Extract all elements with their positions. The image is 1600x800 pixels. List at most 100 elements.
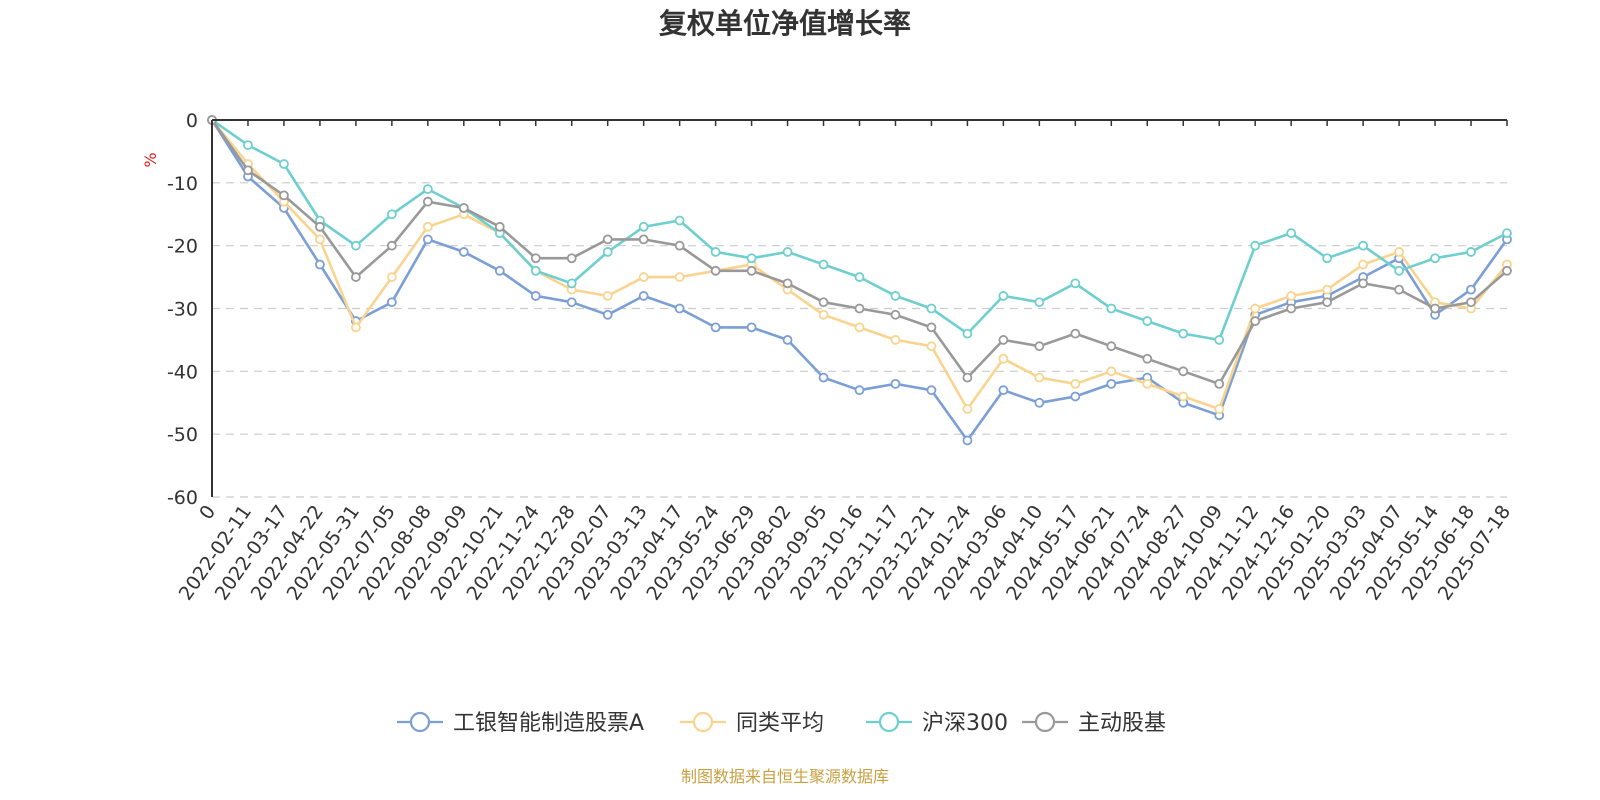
data-point-3-31	[1322, 297, 1333, 308]
data-point-2-36	[1502, 228, 1512, 239]
data-point-0-3	[315, 259, 325, 270]
data-point-2-15	[746, 253, 757, 264]
data-point-0-12	[638, 291, 649, 301]
data-point-2-22	[998, 291, 1009, 301]
data-point-1-29	[1250, 303, 1261, 314]
data-point-0-10	[566, 297, 577, 308]
y-tick-label-6: -60	[167, 487, 198, 509]
series-3	[207, 115, 1512, 389]
data-point-0-13	[674, 303, 685, 314]
data-point-1-4	[350, 322, 361, 333]
data-point-3-1	[243, 165, 253, 176]
data-point-0-22	[998, 385, 1009, 396]
data-point-0-5	[386, 297, 397, 308]
series-2	[207, 115, 1512, 345]
data-point-0-24	[1070, 391, 1081, 402]
data-point-3-17	[818, 297, 829, 308]
series-line-3	[210, 119, 1508, 386]
axes	[211, 119, 1507, 497]
data-point-0-23	[1034, 397, 1045, 408]
data-point-2-11	[602, 247, 613, 257]
data-point-3-13	[674, 240, 685, 251]
data-point-3-2	[279, 190, 289, 201]
data-point-0-21	[962, 435, 973, 446]
data-point-3-9	[530, 253, 541, 264]
data-point-0-11	[602, 309, 613, 320]
data-point-3-19	[890, 309, 901, 320]
data-point-0-19	[890, 378, 901, 389]
data-point-2-32	[1358, 240, 1369, 251]
data-point-3-30	[1286, 303, 1297, 314]
y-axis-ticks: 0 -10 -20 -30 -40 -50 -60	[167, 110, 198, 509]
series-1	[207, 115, 1512, 414]
data-point-0-15	[746, 322, 757, 333]
data-point-1-3	[315, 234, 325, 245]
data-point-2-10	[566, 278, 577, 289]
data-point-2-14	[710, 247, 721, 257]
data-point-3-29	[1250, 316, 1261, 326]
data-point-0-6	[422, 234, 433, 245]
legend-marker-2	[878, 711, 900, 733]
data-point-2-19	[890, 291, 901, 301]
data-point-1-26	[1142, 378, 1153, 389]
data-point-0-25	[1106, 378, 1117, 389]
data-point-3-4	[350, 272, 361, 282]
data-point-2-5	[386, 209, 397, 220]
data-point-2-18	[854, 272, 865, 282]
series-line-1	[210, 119, 1509, 411]
data-point-2-29	[1250, 240, 1261, 251]
data-point-1-22	[998, 353, 1009, 364]
data-point-1-27	[1178, 391, 1189, 402]
data-point-1-17	[818, 309, 829, 320]
data-point-0-14	[710, 322, 721, 333]
data-point-0-7	[458, 247, 469, 257]
legend-marker-0	[409, 711, 431, 733]
data-point-1-25	[1106, 366, 1117, 377]
data-point-1-24	[1070, 378, 1081, 389]
legend-item-1[interactable]: 同类平均	[680, 711, 824, 736]
data-point-3-32	[1358, 278, 1369, 289]
series-lines	[207, 115, 1512, 446]
data-point-0-16	[782, 335, 793, 345]
data-point-3-15	[746, 265, 757, 276]
data-point-1-30	[1286, 291, 1297, 301]
y-tick-label-1: -10	[167, 173, 198, 195]
data-point-0-35	[1466, 284, 1476, 295]
data-point-0-9	[530, 291, 541, 301]
data-point-2-17	[818, 259, 829, 270]
data-point-0-8	[494, 265, 505, 276]
data-point-1-32	[1358, 259, 1369, 270]
data-point-2-30	[1286, 228, 1297, 239]
data-point-3-22	[998, 335, 1009, 345]
legend-item-3[interactable]: 主动股基	[1022, 711, 1166, 736]
data-point-3-26	[1142, 353, 1153, 364]
data-point-2-33	[1394, 265, 1404, 276]
data-point-2-35	[1466, 247, 1476, 257]
data-point-0-17	[818, 372, 829, 383]
y-tick-label-4: -40	[167, 361, 198, 383]
data-point-2-28	[1214, 335, 1225, 345]
data-point-3-28	[1214, 378, 1225, 389]
data-point-2-31	[1322, 253, 1333, 264]
data-point-2-12	[638, 221, 649, 232]
legend-item-2[interactable]: 沪深300	[866, 711, 1008, 736]
legend[interactable]: 工银智能制造股票A 同类平均 沪深300 主动股基	[397, 711, 1166, 736]
data-point-2-6	[422, 184, 433, 195]
data-point-2-9	[530, 265, 541, 276]
data-point-3-18	[854, 303, 865, 314]
y-tick-label-3: -30	[167, 299, 198, 321]
data-point-3-34	[1430, 303, 1440, 314]
data-point-1-11	[602, 291, 613, 301]
data-point-2-27	[1178, 328, 1189, 339]
y-tick-label-5: -50	[167, 424, 198, 446]
data-point-1-31	[1322, 284, 1333, 295]
data-point-3-36	[1502, 265, 1512, 276]
data-point-3-23	[1034, 341, 1045, 352]
data-point-2-13	[674, 215, 685, 226]
data-point-0-20	[926, 385, 937, 396]
legend-item-0[interactable]: 工银智能制造股票A	[397, 711, 644, 736]
legend-label-3: 主动股基	[1078, 711, 1166, 736]
data-point-0-18	[854, 385, 865, 396]
data-point-3-6	[422, 196, 433, 207]
